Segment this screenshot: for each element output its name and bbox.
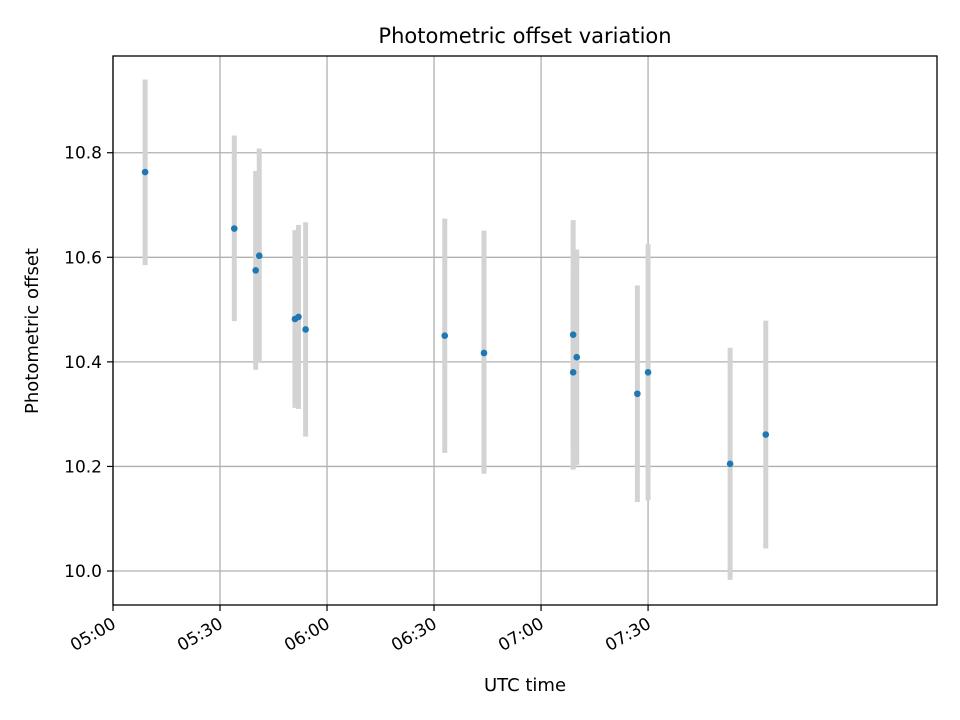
y-tick-label: 10.6 [64,248,102,268]
data-point [441,332,449,340]
chart-title: Photometric offset variation [378,24,671,48]
data-point [295,313,302,321]
y-axis-label: Photometric offset [22,248,43,414]
data-point [634,390,641,398]
data-point [230,225,238,232]
y-axis-ticks: 10.0 10.2 10.4 10.6 10.8 [64,144,113,582]
point-layer [141,168,770,468]
data-point [141,168,149,176]
x-axis-label: UTC time [484,675,566,696]
data-point [762,431,770,438]
data-point [569,369,577,376]
data-point [573,353,581,361]
data-point [302,326,309,333]
data-point [644,369,652,376]
data-point [726,460,734,468]
grid-layer [112,56,937,605]
y-tick-label: 10.2 [64,457,102,477]
y-tick-label: 10.4 [64,353,102,373]
plot-frame [112,55,938,606]
data-point [255,252,263,260]
data-point [569,331,577,338]
data-point [480,349,488,357]
y-tick-label: 10.8 [64,144,102,164]
data-point [252,267,259,274]
y-tick-label: 10.0 [64,562,102,582]
